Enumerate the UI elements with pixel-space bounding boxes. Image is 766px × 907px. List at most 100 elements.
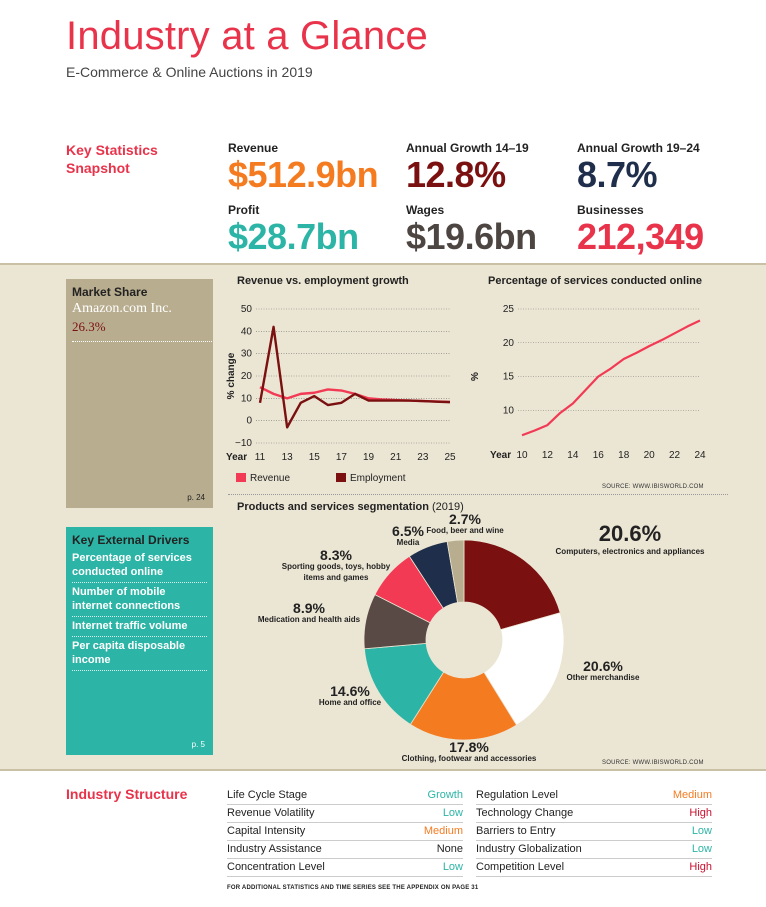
services-online-chart: 25 20 15 10% Year 10 12 14 16 18 20 22 24 [470,304,706,461]
stat-label: Profit [228,203,260,217]
key-statistics-label-line2: Snapshot [66,160,130,176]
segment-percent: 20.6% [583,658,623,674]
structure-value: Growth [427,789,463,801]
x-tick-label: 23 [417,452,429,463]
structure-label: Concentration Level [227,861,325,873]
market-share-value: 26.3% [72,319,106,334]
y-tick-label: 40 [241,326,253,337]
y-tick-label: 10 [503,405,515,416]
structure-value: Medium [423,825,463,837]
structure-label: Life Cycle Stage [227,789,308,801]
legend-swatch [336,473,346,482]
stat-value: $28.7bn [228,216,359,257]
donut-slice [446,540,465,604]
y-tick-label: 0 [246,416,252,427]
page-title: Industry at a Glance [66,14,428,58]
segment-name: Home and office [318,698,382,707]
page-reference: p. 24 [187,493,205,502]
x-tick-label: 18 [618,450,630,461]
segment-percent: 2.7% [449,511,481,527]
key-statistics-label-line1: Key Statistics [66,142,158,158]
x-tick-label: 19 [363,452,375,463]
stat-wages: Wages $19.6bn [406,203,537,257]
driver-item: Per capita disposable income [72,639,207,671]
stat-label: Annual Growth 14–19 [406,141,529,155]
structure-label: Capital Intensity [227,825,306,837]
structure-label: Industry Globalization [476,843,582,855]
structure-row: Technology Change High [476,805,712,823]
stat-label: Businesses [577,203,644,217]
structure-label: Technology Change [476,807,574,819]
x-axis-label: Year [226,452,247,463]
segmentation-donut-chart [364,540,564,740]
page-reference: p. 5 [191,740,205,749]
key-external-drivers-box: Key External Drivers Percentage of servi… [66,527,213,755]
dotted-divider [228,494,728,495]
segment-percent: 6.5% [392,523,424,539]
y-axis-label: % change [226,352,237,399]
segment-percent: 14.6% [330,683,370,699]
stat-value: 212,349 [577,216,704,257]
driver-item: Number of mobile internet connections [72,585,207,617]
stat-growth-19-24: Annual Growth 19–24 8.7% [577,141,700,195]
structure-row: Life Cycle Stage Growth [227,787,463,805]
x-tick-label: 11 [255,452,266,463]
x-tick-label: 14 [567,450,579,461]
x-tick-label: 20 [644,450,656,461]
source-note: SOURCE: WWW.IBISWORLD.COM [602,484,704,490]
donut-slice [364,642,445,725]
segment-label-sporting: 8.3% Sporting goods, toys, hobby items a… [280,548,392,583]
y-tick-label: 10 [241,393,253,404]
driver-item: Internet traffic volume [72,619,207,637]
segmentation-year: (2019) [432,501,464,513]
segment-label-media: 6.5% Media [386,523,430,548]
structure-value: High [689,861,712,873]
structure-row: Capital Intensity Medium [227,823,463,841]
industry-structure-right-table: Regulation Level Medium Technology Change H… [476,787,712,877]
y-axis-label: % [470,372,481,381]
structure-label: Revenue Volatility [227,807,315,819]
chart-title-revenue-employment: Revenue vs. employment growth [237,275,409,287]
donut-slice [409,671,518,740]
structure-value: Low [442,807,463,819]
structure-value: Low [691,825,712,837]
stat-revenue: Revenue $512.9bn [228,141,379,195]
structure-label: Industry Assistance [227,843,322,855]
x-axis-label: Year [490,450,511,461]
y-tick-label: 20 [503,338,515,349]
segment-name: Computers, electronics and appliances [555,547,705,556]
industry-structure-left-table: Life Cycle Stage Growth Revenue Volatility… [227,787,463,877]
driver-item: Percentage of services conducted online [72,551,207,583]
structure-value: None [436,843,463,855]
x-tick-label: 13 [282,452,294,463]
industry-structure-label: Industry Structure [66,786,188,802]
structure-label: Barriers to Entry [476,825,556,837]
segment-name: Other merchandise [566,673,640,682]
segment-name: Sporting goods, toys, hobby items and ga… [281,562,391,582]
page-subtitle: E-Commerce & Online Auctions in 2019 [66,64,313,80]
key-statistics-label: Key Statistics Snapshot [66,141,176,177]
structure-row: Industry Globalization Low [476,841,712,859]
legend-label: Employment [350,473,406,484]
structure-label: Competition Level [476,861,565,873]
y-tick-label: 15 [503,372,515,383]
stat-value: $19.6bn [406,216,537,257]
market-share-heading: Market Share [72,285,148,299]
segment-label-computers: 20.6% Computers, electronics and applian… [540,522,720,557]
legend-swatch [236,473,246,482]
legend-label: Revenue [250,473,290,484]
x-tick-label: 10 [516,450,528,461]
stat-value: 8.7% [577,154,658,195]
donut-slice [463,540,561,631]
stat-label: Annual Growth 19–24 [577,141,700,155]
chart-title-segmentation: Products and services segmentation (2019… [237,501,464,513]
appendix-footnote: FOR ADDITIONAL STATISTICS AND TIME SERIE… [227,885,479,891]
segment-label-home: 14.6% Home and office [312,683,388,708]
segment-label-other: 20.6% Other merchandise [560,658,646,683]
x-tick-label: 21 [390,452,402,463]
structure-value: High [689,807,712,819]
segment-label-food: 2.7% Food, beer and wine [420,511,510,536]
structure-row: Barriers to Entry Low [476,823,712,841]
stat-value: $512.9bn [228,154,379,195]
segment-name: Media [396,538,420,547]
